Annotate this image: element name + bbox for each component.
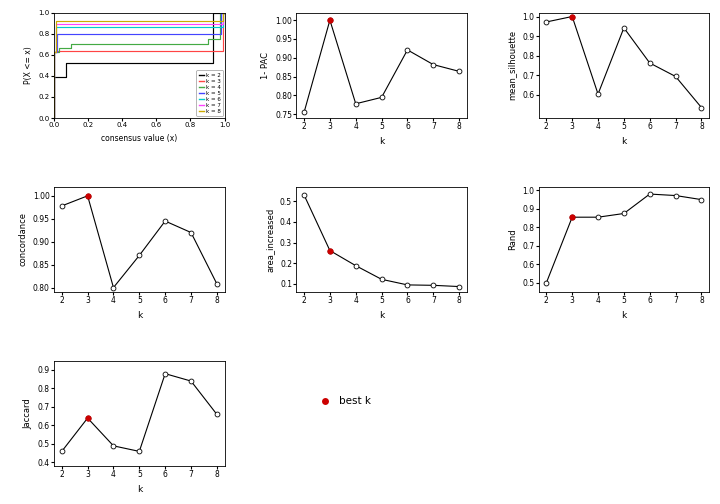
Y-axis label: mean_silhouette: mean_silhouette: [508, 30, 517, 100]
Y-axis label: area_increased: area_increased: [266, 207, 274, 272]
Legend: best k: best k: [310, 392, 375, 411]
Y-axis label: Rand: Rand: [508, 229, 517, 250]
X-axis label: k: k: [621, 311, 626, 320]
Y-axis label: P(X <= x): P(X <= x): [24, 46, 33, 84]
X-axis label: k: k: [137, 485, 142, 494]
X-axis label: k: k: [379, 311, 384, 320]
Y-axis label: 1- PAC: 1- PAC: [261, 52, 269, 79]
X-axis label: consensus value (x): consensus value (x): [102, 134, 177, 143]
Y-axis label: concordance: concordance: [18, 212, 27, 267]
Y-axis label: Jaccard: Jaccard: [23, 398, 32, 429]
X-axis label: k: k: [379, 137, 384, 146]
Legend: k = 2, k = 3, k = 4, k = 5, k = 6, k = 7, k = 8: k = 2, k = 3, k = 4, k = 5, k = 6, k = 7…: [197, 71, 223, 116]
X-axis label: k: k: [137, 311, 142, 320]
X-axis label: k: k: [621, 137, 626, 146]
